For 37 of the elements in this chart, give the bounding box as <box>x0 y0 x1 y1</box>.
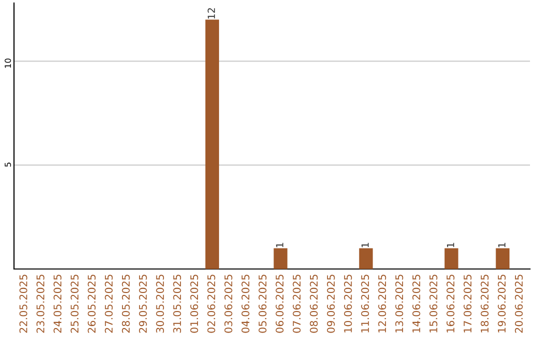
data-label: 1 <box>498 242 506 248</box>
x-tick-label: 31.05.2025 <box>173 274 182 333</box>
x-tick-label: 26.05.2025 <box>88 274 96 333</box>
data-label: 1 <box>362 242 369 248</box>
x-tick-label: 30.05.2025 <box>156 274 164 333</box>
x-tick-label: 04.06.2025 <box>242 274 250 333</box>
x-tick-label: 23.05.2025 <box>36 274 44 333</box>
x-tick-label: 13.06.2025 <box>395 274 404 332</box>
x-tick-label: 01.06.2025 <box>190 274 198 333</box>
x-tick-label: 02.06.2025 <box>207 274 216 333</box>
x-tick-label: 27.05.2025 <box>104 274 113 333</box>
y-tick-label: 5 <box>4 162 11 167</box>
data-label: 12 <box>208 8 215 19</box>
x-tick-label: 25.05.2025 <box>70 274 79 333</box>
data-label: 1 <box>276 242 284 248</box>
x-tick-label: 06.06.2025 <box>276 274 284 333</box>
x-tick-label: 29.05.2025 <box>139 274 147 333</box>
x-tick-label: 17.06.2025 <box>464 274 472 332</box>
x-tick-label: 19.06.2025 <box>498 274 506 332</box>
x-tick-label: 10.06.2025 <box>344 274 352 332</box>
y-tick-label: 10 <box>4 58 11 68</box>
x-tick-label: 05.06.2025 <box>258 274 266 333</box>
x-tick-label: 03.06.2025 <box>224 274 232 333</box>
x-tick-label: 14.06.2025 <box>412 274 420 332</box>
x-tick-label: 12.06.2025 <box>378 274 386 332</box>
x-tick-label: 22.05.2025 <box>19 274 28 333</box>
x-tick-label: 24.05.2025 <box>54 274 62 333</box>
x-tick-label: 08.06.2025 <box>310 274 318 333</box>
x-tick-label: 11.06.2025 <box>361 274 369 332</box>
x-tick-label: 07.06.2025 <box>292 274 301 333</box>
data-label: 1 <box>447 242 454 248</box>
x-tick-label: 15.06.2025 <box>429 274 438 332</box>
x-tick-label: 28.05.2025 <box>122 274 130 333</box>
x-tick-label: 20.06.2025 <box>514 274 523 333</box>
x-tick-label: 18.06.2025 <box>480 274 489 332</box>
x-tick-label: 09.06.2025 <box>326 274 335 333</box>
x-tick-label: 16.06.2025 <box>446 274 454 332</box>
